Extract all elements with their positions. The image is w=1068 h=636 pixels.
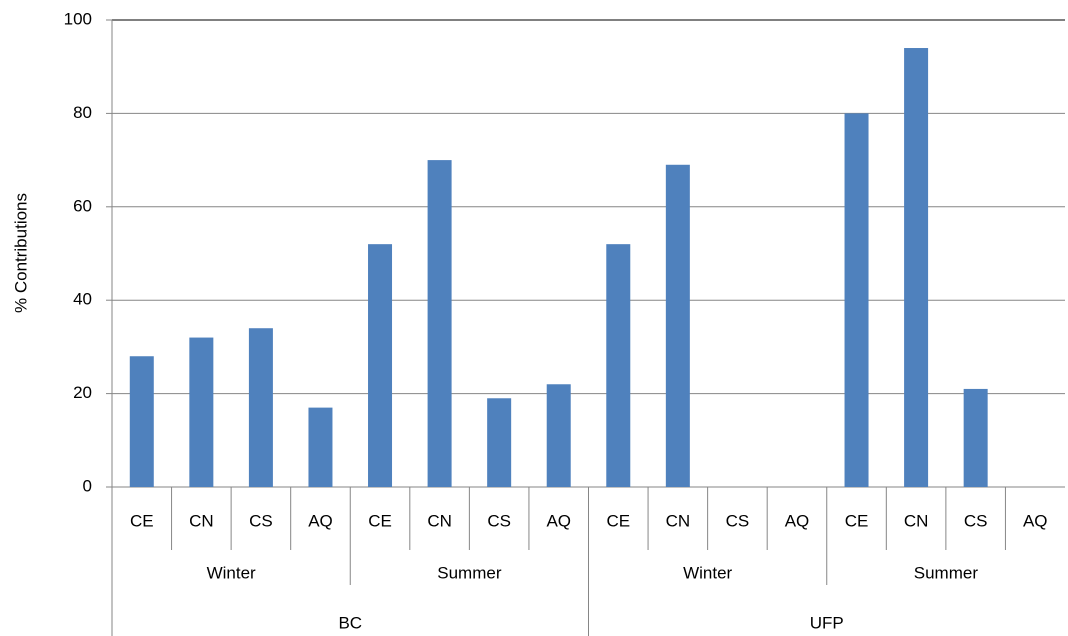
x-tick-label: AQ [785, 511, 810, 530]
x-tick-label: CS [726, 511, 750, 530]
x-tick-label: CE [845, 511, 869, 530]
x-tick-label: CE [368, 511, 392, 530]
x-tick-label: AQ [1023, 511, 1048, 530]
x-tick-label: CN [666, 511, 691, 530]
group-label: BC [338, 613, 362, 632]
bar [606, 244, 631, 487]
bar [427, 160, 452, 487]
x-tick-label: CN [189, 511, 214, 530]
bar [248, 328, 273, 487]
x-tick-label: CN [904, 511, 929, 530]
x-tick-label: CE [606, 511, 630, 530]
bar [904, 48, 929, 488]
bar [129, 356, 154, 487]
bar [665, 164, 690, 487]
x-tick-label: CS [487, 511, 511, 530]
y-tick-label: 40 [73, 290, 92, 309]
y-tick-label: 60 [73, 196, 92, 215]
subgroup-label: Summer [914, 563, 979, 582]
x-tick-label: CN [427, 511, 452, 530]
y-tick-label: 20 [73, 383, 92, 402]
subgroup-label: Winter [683, 563, 732, 582]
x-tick-label: AQ [308, 511, 333, 530]
x-tick-label: CS [249, 511, 273, 530]
subgroup-label: Winter [207, 563, 256, 582]
bar [308, 407, 333, 487]
y-tick-label: 0 [83, 476, 92, 495]
bar [546, 384, 571, 487]
x-tick-label: CS [964, 511, 988, 530]
y-tick-label: 100 [64, 9, 92, 28]
y-tick-label: 80 [73, 103, 92, 122]
bar [189, 337, 214, 487]
bar [963, 388, 988, 487]
bar [844, 113, 869, 488]
subgroup-label: Summer [437, 563, 502, 582]
group-label: UFP [810, 613, 844, 632]
bar [487, 398, 512, 487]
y-axis-title: % Contributions [11, 193, 30, 313]
x-tick-label: CE [130, 511, 154, 530]
bar [368, 244, 393, 487]
x-tick-label: AQ [546, 511, 571, 530]
